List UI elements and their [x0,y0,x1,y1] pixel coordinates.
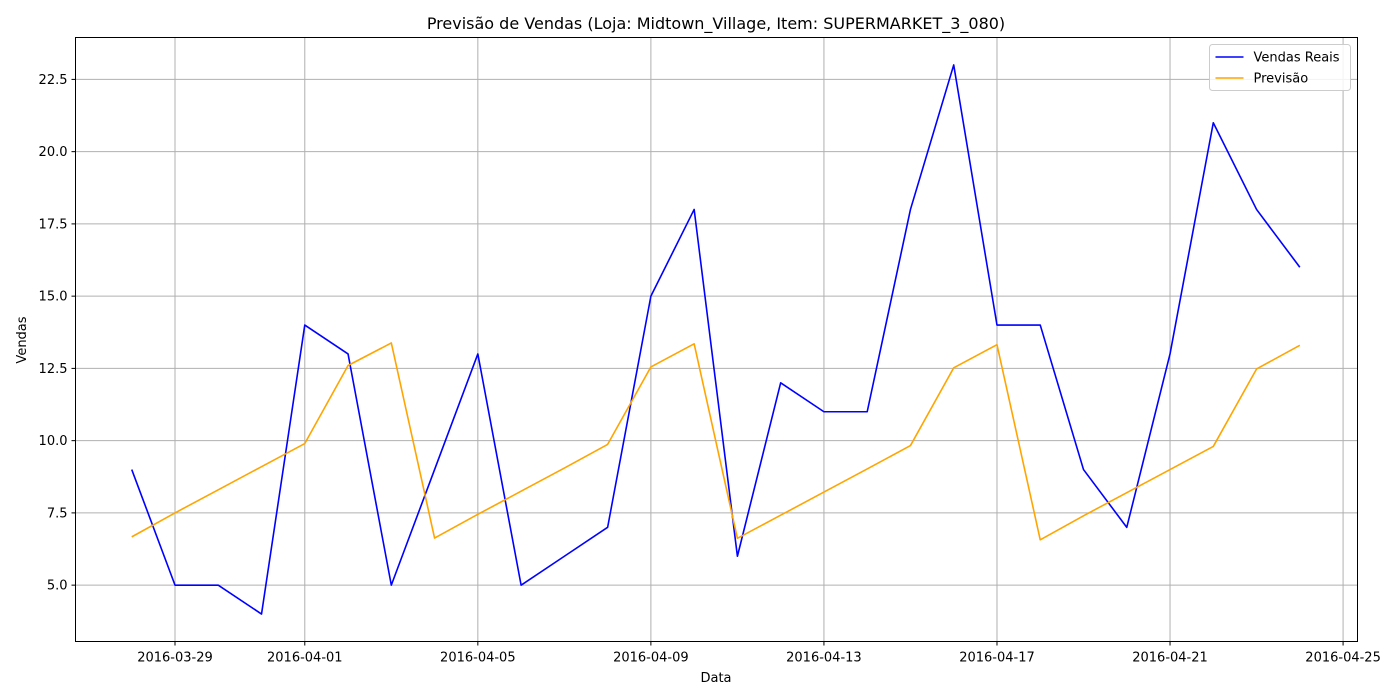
y-tick-label: 12.5 [39,362,68,377]
plot-frame [75,37,1358,642]
y-tick-label: 5.0 [47,579,68,594]
legend-box [1209,44,1351,91]
x-tick-label: 2016-04-17 [959,651,1035,666]
chart-title: Previsão de Vendas (Loja: Midtown_Villag… [427,14,1005,34]
legend-label: Vendas Reais [1254,51,1340,66]
x-tick-label: 2016-04-01 [267,651,343,666]
ticks: 2016-03-29 2016-04-01 2016-04-05 2016-04-09… [39,73,1381,666]
legend: Vendas Reais Previsão [1209,44,1351,91]
x-axis-label: Data [700,671,731,686]
y-tick-label: 17.5 [39,217,68,232]
x-tick-label: 2016-04-13 [786,651,862,666]
x-tick-label: 2016-04-21 [1132,651,1208,666]
x-tick-label: 2016-04-05 [440,651,516,666]
series-line-vendas-reais [130,64,1301,615]
y-tick-label: 10.0 [39,434,68,449]
grid [75,37,1358,642]
x-tick-label: 2016-04-25 [1305,651,1381,666]
series-layer [130,64,1301,615]
y-tick-label: 15.0 [39,290,68,305]
y-tick-label: 22.5 [39,73,68,88]
series-line-previsao [131,342,1301,541]
y-tick-label: 20.0 [39,145,68,160]
x-tick-label: 2016-03-29 [137,651,213,666]
x-tick-label: 2016-04-09 [613,651,689,666]
legend-label: Previsão [1254,72,1309,87]
y-tick-label: 7.5 [47,506,68,521]
y-axis-label: Vendas [15,316,30,363]
